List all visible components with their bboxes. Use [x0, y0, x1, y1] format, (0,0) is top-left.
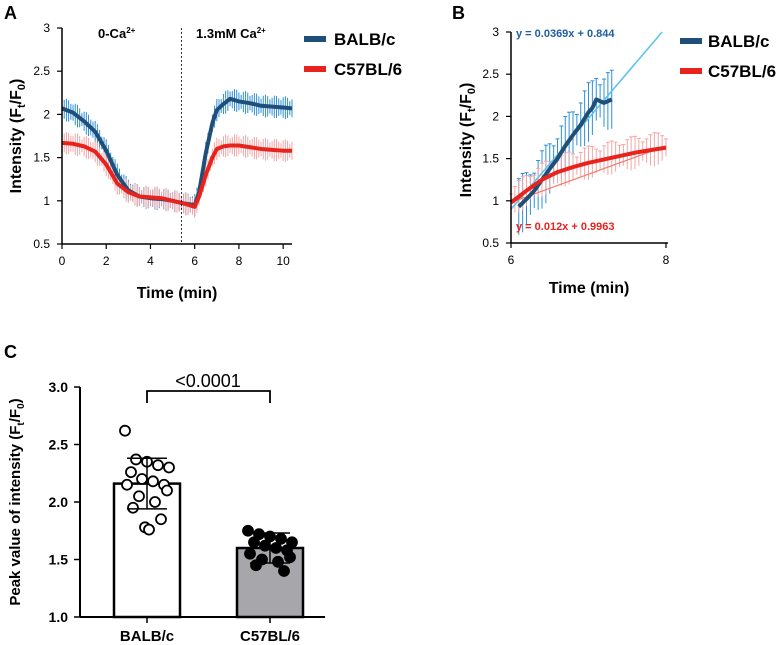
fit-equation-c57: y = 0.012x + 0.9963 [516, 221, 614, 233]
data-point-balb [150, 497, 160, 507]
data-point-c57 [273, 557, 283, 567]
y-tick-label-b: 2 [492, 109, 499, 123]
x-tick-label-a: 0 [59, 254, 66, 268]
x-axis-label-a: Time (min) [137, 285, 218, 302]
x-tick-label-b: 6 [508, 253, 515, 267]
legend-b: BALB/c C57BL/6 [680, 32, 776, 81]
data-point-c57 [279, 566, 289, 576]
data-point-c57 [243, 526, 253, 536]
data-point-balb [164, 463, 174, 473]
y-tick-label-a: 2 [43, 107, 50, 121]
panel-label-b: B [452, 3, 465, 23]
panel-c: C 1.0 1.5 2.0 2.5 3.0 <0.0001 BALB/c C57BL/6… [4, 342, 325, 645]
category-label-balb: BALB/c [120, 628, 174, 645]
data-point-c57 [285, 552, 295, 562]
y-tick-label-b: 1.5 [482, 152, 499, 166]
y-axis-label-c: Peak value of intensity (Ft/F0) [7, 398, 27, 605]
data-point-balb [148, 476, 158, 486]
legend-label-balb-a: BALB/c [334, 30, 395, 49]
y-tick-label-b: 1 [492, 194, 499, 208]
category-label-c57: C57BL/6 [240, 628, 300, 645]
data-point-balb [144, 525, 154, 535]
y-tick-label-a: 0.5 [33, 237, 50, 251]
data-point-balb [137, 474, 147, 484]
data-point-c57 [260, 541, 270, 551]
x-tick-label-a: 4 [147, 254, 154, 268]
data-point-balb [134, 491, 144, 501]
x-tick-label-a: 10 [276, 254, 290, 268]
data-point-c57 [249, 537, 259, 547]
y-tick-label-c: 2.5 [49, 437, 69, 453]
panel-label-c: C [4, 342, 17, 362]
panel-a: A 0.511.522.530 2 4 6 8 10 0-Ca2+ 1.3mM Ca2+ … [4, 3, 402, 302]
data-point-c57 [271, 543, 281, 553]
data-point-balb [128, 503, 138, 513]
significance-bracket [147, 391, 270, 403]
y-tick-label-c: 1.5 [49, 552, 69, 568]
x-tick-label-a: 8 [236, 254, 243, 268]
y-tick-label-a: 3 [43, 21, 50, 35]
c57-error-bars-b [509, 133, 668, 213]
c57-error-bars-a [62, 132, 292, 218]
data-point-balb [162, 486, 172, 496]
y-tick-label-a: 1 [43, 194, 50, 208]
y-tick-label-c: 3.0 [49, 379, 69, 395]
data-point-balb [126, 467, 136, 477]
y-tick-label-c: 1.0 [49, 609, 69, 625]
fit-line-balb [511, 32, 662, 209]
legend-label-c57-a: C57BL/6 [334, 60, 402, 79]
y-tick-label-b: 3 [492, 25, 499, 39]
legend-a: BALB/c C57BL/6 [304, 30, 402, 79]
y-tick-label-c: 2.0 [49, 494, 69, 510]
data-point-balb [131, 454, 141, 464]
legend-label-balb-b: BALB/c [708, 32, 769, 51]
y-tick-label-a: 1.5 [33, 151, 50, 165]
p-value-label: <0.0001 [175, 371, 241, 391]
x-tick-label-a: 2 [103, 254, 110, 268]
data-point-c57 [245, 549, 255, 559]
data-point-balb [153, 460, 163, 470]
y-tick-label-b: 0.5 [482, 236, 499, 250]
x-tick-label-b: 8 [663, 253, 670, 267]
y-tick-label-b: 2.5 [482, 67, 499, 81]
x-axis-label-b: Time (min) [549, 280, 630, 297]
y-axis-label-a: Intensity (Ft/F0) [8, 79, 28, 194]
legend-label-c57-b: C57BL/6 [708, 62, 776, 81]
ca-annotation: 1.3mM Ca2+ [196, 26, 266, 41]
panel-label-a: A [4, 3, 17, 23]
figure: A 0.511.522.530 2 4 6 8 10 0-Ca2+ 1.3mM Ca2+ … [0, 0, 782, 645]
y-axis-label-b: Intensity (Ft/F0) [458, 83, 478, 198]
y-tick-label-a: 2.5 [33, 64, 50, 78]
data-point-c57 [251, 560, 261, 570]
panel-b: B 0.5 1 1.5 2 2.5 3 6 8 y = 0.0369x + 0.844 y =… [452, 3, 776, 297]
data-point-balb [122, 480, 132, 490]
x-tick-label-a: 6 [191, 254, 198, 268]
zero-ca-annotation: 0-Ca2+ [98, 26, 136, 41]
fit-equation-balb: y = 0.0369x + 0.844 [516, 28, 615, 40]
data-point-balb [120, 426, 130, 436]
data-point-balb [156, 514, 166, 524]
